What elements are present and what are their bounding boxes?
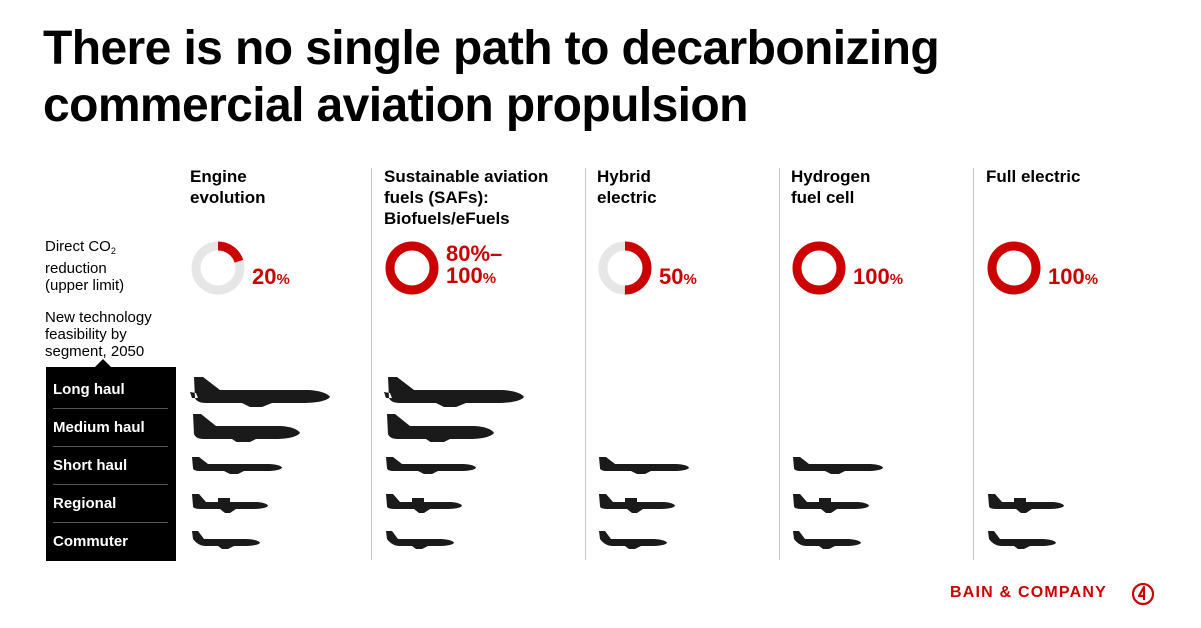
column-head-line-1: Engine	[190, 167, 247, 186]
column-divider-2	[585, 168, 586, 560]
reduction-label-hybrid-electric: 50%	[659, 266, 697, 291]
title-line-1: There is no single path to decarbonizing	[43, 22, 940, 75]
plane-shape	[192, 494, 268, 513]
plane-shape	[384, 377, 524, 407]
segment-label-short-haul: Short haul	[53, 447, 168, 485]
plane-short-haul-hybrid-electric	[599, 457, 689, 474]
plane-shape	[386, 457, 476, 474]
plane-shape	[793, 457, 883, 474]
reduction-label-line-1: 100%	[853, 264, 904, 289]
donut-engine-evolution	[191, 241, 245, 295]
donut-sustainable-aviation-fuels-safs-biofuels-efuels	[385, 241, 439, 295]
reduction-label-full-electric: 100%	[1048, 266, 1098, 291]
plane-short-haul-engine-evolution	[192, 457, 282, 474]
column-divider-4	[973, 168, 974, 560]
plane-short-haul-hydrogen-fuel-cell	[793, 457, 883, 474]
co2-label-line-3: (upper limit)	[45, 277, 125, 294]
plane-commuter-engine-evolution	[192, 531, 260, 549]
column-head-line-2: evolution	[190, 188, 266, 207]
segment-label-medium-haul: Medium haul	[53, 409, 168, 447]
reduction-label-line-1: 20%	[252, 264, 290, 289]
donut-value-arc	[987, 241, 1041, 295]
plane-commuter-full-electric	[988, 531, 1056, 549]
plane-shape	[192, 531, 260, 549]
co2-reduction-row-label: Direct CO2 reduction (upper limit)	[45, 238, 124, 294]
plane-medium-haul-sustainable-aviation-fuels-safs-biofuels-efuels	[387, 414, 494, 442]
column-head-full-electric: Full electric	[986, 166, 1166, 187]
title-line-2: commercial aviation propulsion	[43, 79, 748, 132]
plane-long-haul-sustainable-aviation-fuels-safs-biofuels-efuels	[384, 377, 524, 407]
co2-subscript: 2	[110, 246, 116, 256]
plane-regional-engine-evolution	[192, 494, 268, 513]
co2-label-line-2: reduction	[45, 260, 107, 277]
plane-shape	[190, 377, 330, 407]
column-head-line-3: Biofuels/eFuels	[384, 209, 510, 228]
plane-shape	[793, 494, 869, 513]
column-divider-3	[779, 168, 780, 560]
feasibility-row-label: New technology feasibility by segment, 2…	[45, 309, 152, 360]
feasibility-label-line-1: New technology	[45, 309, 152, 326]
column-head-sustainable-aviation-fuels-safs-biofuels-efuels: Sustainable aviation fuels (SAFs): Biofuel…	[384, 166, 564, 229]
reduction-label-hydrogen-fuel-cell: 100%	[853, 266, 903, 291]
reduction-label-engine-evolution: 20%	[252, 266, 290, 291]
column-head-line-1: Full electric	[986, 167, 1081, 186]
reduction-label-line-2: 100%	[446, 263, 497, 288]
plane-regional-sustainable-aviation-fuels-safs-biofuels-efuels	[386, 494, 462, 513]
donut-value-arc	[191, 241, 245, 295]
reduction-label-line-1: 50%	[659, 264, 697, 289]
brand-name: BAIN & COMPANY	[950, 584, 1107, 601]
co2-label-line-1: Direct CO2	[45, 238, 116, 256]
column-head-line-1: Hybrid	[597, 167, 651, 186]
feasibility-label-line-2: feasibility by	[45, 326, 127, 343]
plane-shape	[793, 531, 861, 549]
plane-shape	[599, 494, 675, 513]
reduction-label-line-1: 80%–	[446, 241, 503, 266]
reduction-label-sustainable-aviation-fuels-safs-biofuels-efuels: 80%– 100%	[446, 243, 502, 290]
plane-shape	[599, 457, 689, 474]
plane-shape	[387, 414, 494, 442]
column-head-line-1: Sustainable aviation	[384, 167, 549, 186]
chart-title: There is no single path to decarbonizing…	[43, 20, 1143, 134]
plane-regional-hydrogen-fuel-cell	[793, 494, 869, 513]
plane-shape	[386, 494, 462, 513]
plane-medium-haul-engine-evolution	[193, 414, 300, 442]
plane-long-haul-engine-evolution	[190, 377, 330, 407]
donut-value-arc	[598, 241, 652, 295]
plane-shape	[192, 457, 282, 474]
column-head-line-2: electric	[597, 188, 657, 207]
column-divider-1	[371, 168, 372, 560]
donut-value-arc	[385, 241, 439, 295]
feasibility-label-line-3: segment, 2050	[45, 343, 145, 360]
column-head-line-2: fuels (SAFs):	[384, 188, 489, 207]
donut-hybrid-electric	[598, 241, 652, 295]
plane-commuter-sustainable-aviation-fuels-safs-biofuels-efuels	[386, 531, 454, 549]
plane-regional-hybrid-electric	[599, 494, 675, 513]
segment-label-panel: Long haul Medium haul Short haul Regiona…	[46, 359, 176, 561]
plane-shape	[599, 531, 667, 549]
column-head-line-2: fuel cell	[791, 188, 855, 207]
plane-shape	[386, 531, 454, 549]
plane-shape	[193, 414, 300, 442]
plane-regional-full-electric	[988, 494, 1064, 513]
plane-commuter-hydrogen-fuel-cell	[793, 531, 861, 549]
donut-hydrogen-fuel-cell	[792, 241, 846, 295]
plane-shape	[988, 531, 1056, 549]
plane-commuter-hybrid-electric	[599, 531, 667, 549]
donut-full-electric	[987, 241, 1041, 295]
plane-short-haul-sustainable-aviation-fuels-safs-biofuels-efuels	[386, 457, 476, 474]
column-head-hydrogen-fuel-cell: Hydrogen fuel cell	[791, 166, 971, 208]
plane-shape	[988, 494, 1064, 513]
segment-label-regional: Regional	[53, 485, 168, 523]
column-head-hybrid-electric: Hybrid electric	[597, 166, 777, 208]
column-head-line-1: Hydrogen	[791, 167, 871, 186]
segment-label-long-haul: Long haul	[53, 371, 168, 409]
segment-label-commuter: Commuter	[53, 533, 129, 550]
bain-logo-icon	[1131, 582, 1155, 606]
reduction-label-line-1: 100%	[1048, 264, 1099, 289]
donut-value-arc	[792, 241, 846, 295]
column-head-engine-evolution: Engine evolution	[190, 166, 370, 208]
